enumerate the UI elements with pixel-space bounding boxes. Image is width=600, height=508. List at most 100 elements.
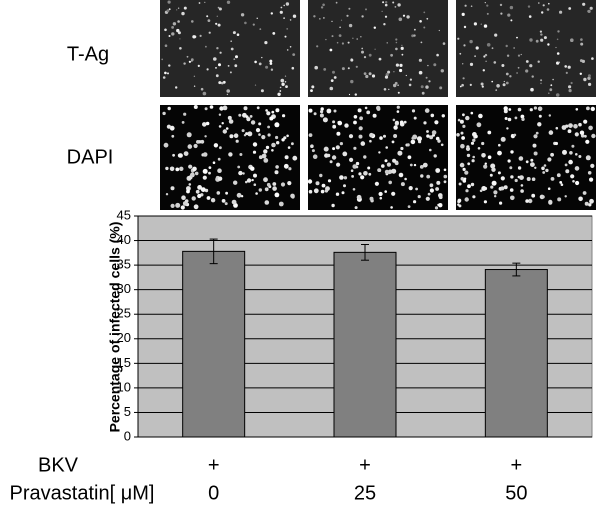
cell: [226, 93, 229, 96]
cell: [406, 15, 410, 19]
cell: [237, 165, 241, 169]
cell: [253, 173, 257, 178]
cell: [423, 26, 426, 29]
cell: [497, 150, 502, 156]
cell: [312, 154, 318, 159]
cell: [424, 108, 430, 113]
cell: [377, 168, 381, 173]
cell: [191, 20, 194, 23]
cell: [428, 80, 431, 83]
cell: [590, 106, 595, 112]
cell: [394, 6, 397, 8]
cell: [575, 153, 578, 156]
cell: [167, 106, 171, 111]
cell: [209, 105, 214, 109]
cell: [486, 4, 489, 7]
cell: [360, 175, 365, 180]
cell: [170, 186, 175, 191]
cell: [229, 71, 232, 74]
cell: [548, 2, 550, 5]
cell: [346, 14, 349, 17]
cell: [579, 72, 582, 76]
cell: [367, 166, 371, 170]
cell: [393, 71, 395, 73]
cell: [274, 170, 279, 175]
cell: [539, 30, 543, 33]
cell: [438, 195, 443, 200]
cell: [350, 58, 354, 62]
cell: [323, 146, 329, 152]
cell: [325, 38, 327, 41]
cell: [175, 202, 181, 208]
cell: [401, 53, 404, 56]
cell: [218, 125, 222, 128]
cell: [215, 74, 219, 78]
cell: [217, 6, 220, 9]
cell: [529, 108, 533, 112]
cell: [339, 142, 343, 146]
cell: [229, 134, 234, 139]
cell: [429, 148, 432, 152]
cell: [191, 196, 196, 201]
cell: [402, 14, 406, 17]
cell: [287, 146, 291, 149]
cell: [509, 188, 514, 192]
cell: [457, 118, 461, 122]
cell: [394, 120, 399, 125]
cell: [546, 8, 550, 11]
cell: [374, 48, 376, 50]
cell: [483, 164, 488, 169]
cell: [171, 26, 175, 29]
cell: [462, 167, 466, 171]
cell: [332, 120, 336, 124]
cell: [483, 200, 487, 204]
cell: [559, 10, 563, 14]
cell: [589, 198, 594, 204]
cell: [316, 45, 319, 48]
cell: [190, 58, 194, 62]
cell: [411, 109, 416, 113]
cell: [204, 107, 208, 111]
cell: [500, 12, 503, 15]
cell: [463, 44, 466, 47]
cell: [192, 166, 197, 172]
cell: [271, 149, 274, 152]
cell: [188, 60, 191, 63]
cell: [517, 54, 521, 57]
cell: [171, 32, 175, 36]
cell: [457, 37, 460, 40]
cell: [543, 164, 547, 167]
cell: [265, 109, 268, 112]
cell: [484, 1, 486, 4]
cell: [509, 75, 512, 78]
cell: [319, 113, 324, 118]
cell: [258, 122, 262, 126]
cell: [269, 116, 274, 121]
cell: [193, 143, 198, 149]
cell: [507, 159, 511, 163]
cell: [584, 134, 587, 138]
cell: [393, 134, 398, 138]
cell: [216, 15, 218, 17]
cell: [568, 123, 573, 128]
bar: [333, 251, 397, 438]
cell: [361, 15, 364, 18]
cell: [252, 142, 258, 147]
cell: [573, 124, 578, 129]
cell: [507, 117, 512, 122]
row-value: +: [208, 454, 220, 476]
cell: [193, 204, 199, 210]
cell: [589, 6, 593, 10]
cell: [531, 75, 534, 78]
cell: [391, 140, 395, 144]
cell: [510, 19, 513, 22]
cell: [355, 161, 360, 166]
cell: [461, 83, 464, 87]
cell: [271, 110, 275, 114]
cell: [535, 131, 539, 135]
cell: [355, 165, 359, 169]
cell: [356, 194, 362, 200]
cell: [411, 34, 414, 38]
cell: [535, 39, 539, 43]
cell: [547, 187, 551, 190]
